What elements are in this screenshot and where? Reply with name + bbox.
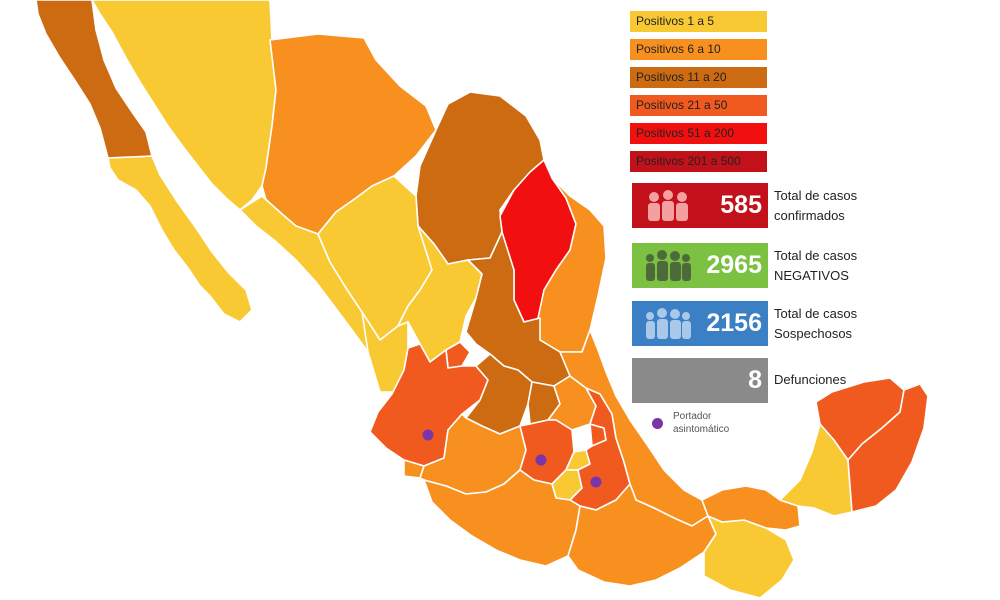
state-baja-california <box>35 0 153 159</box>
state-quintana-roo <box>847 383 929 513</box>
legend-item-201-500: Positivos 201 a 500 <box>630 151 767 172</box>
stat-suspected-label: Total de casos Sospechosos <box>774 305 858 341</box>
stat-suspected: 2156 Total de casos Sospechosos <box>632 301 857 346</box>
people-icon <box>648 190 688 221</box>
legend-item-11-20: Positivos 11 a 20 <box>630 67 767 88</box>
stat-suspected-value: 2156 <box>706 309 762 337</box>
legend-item-1-5: Positivos 1 a 5 <box>630 11 767 32</box>
stat-deaths-label: Defunciones <box>774 371 847 387</box>
state-tabasco <box>701 485 801 531</box>
state-guerrero <box>423 469 581 567</box>
legend-item-6-10: Positivos 6 a 10 <box>630 39 767 60</box>
stat-suspected-box: 2156 <box>632 301 768 346</box>
stat-confirmed-label: Total de casos confirmados <box>774 187 858 223</box>
people-icon <box>646 250 691 281</box>
stat-confirmed-box: 585 <box>632 183 768 228</box>
legend: Positivos 1 a 5 Positivos 6 a 10 Positiv… <box>630 11 767 179</box>
stat-confirmed-value: 585 <box>720 191 762 219</box>
carrier-dot <box>652 417 663 429</box>
stat-negative-value: 2965 <box>706 251 762 279</box>
stat-negative: 2965 Total de casos NEGATIVOS <box>632 243 857 288</box>
carrier-label: Portador asintomático <box>673 411 730 435</box>
stat-negative-label: Total de casos NEGATIVOS <box>774 247 858 283</box>
state-jalisco <box>369 343 489 467</box>
legend-item-21-50: Positivos 21 a 50 <box>630 95 767 116</box>
stat-confirmed: 585 Total de casos confirmados <box>632 183 857 228</box>
stat-negative-box: 2965 <box>632 243 768 288</box>
stat-deaths-value: 8 <box>748 366 762 394</box>
carrier-legend: Portador asintomático <box>652 410 729 436</box>
legend-item-51-200: Positivos 51 a 200 <box>630 123 767 144</box>
state-baja-california-sur <box>107 155 253 323</box>
stat-deaths: 8 Defunciones <box>632 358 846 403</box>
stat-deaths-box: 8 <box>632 358 768 403</box>
people-icon <box>646 308 691 339</box>
